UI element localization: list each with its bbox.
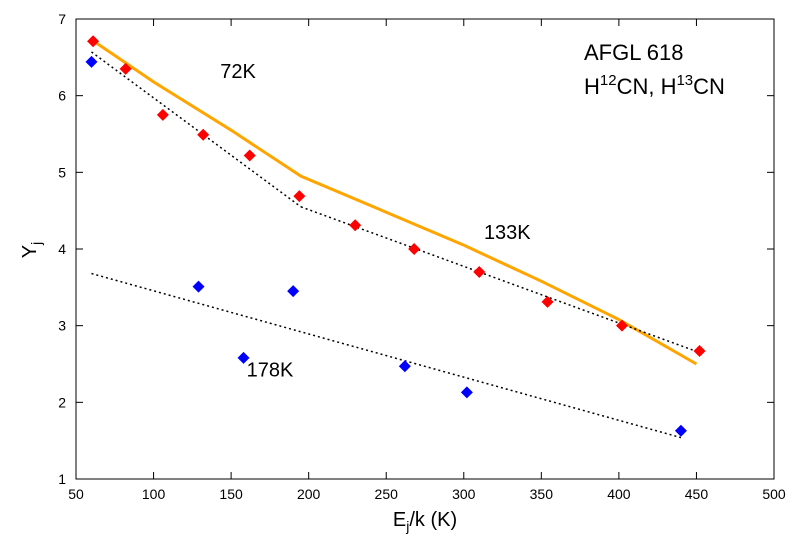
y-tick-label: 6 <box>58 88 66 104</box>
data-point-H13CN <box>85 55 98 68</box>
x-axis-title-main: E <box>393 509 406 531</box>
title-cn: CN <box>693 74 725 99</box>
data-point-H12CN <box>473 266 486 278</box>
x-tick-label: 250 <box>375 486 399 502</box>
data-point-H12CN <box>293 190 306 203</box>
data-point-H12CN <box>156 108 169 121</box>
y-tick-label: 2 <box>58 394 66 410</box>
data-point-H12CN <box>541 295 554 308</box>
x-tick-label: 300 <box>452 486 476 502</box>
data-point-H13CN <box>674 424 687 437</box>
x-tick-label: 50 <box>68 486 84 502</box>
data-point-H12CN <box>87 35 100 48</box>
series-line-fit-72K <box>91 51 302 208</box>
x-axis-title-sub: j <box>405 518 409 534</box>
chart-title-line1: AFGL 618 <box>584 40 683 65</box>
data-point-H13CN <box>237 351 250 364</box>
data-point-H12CN <box>693 344 706 357</box>
data-point-H12CN <box>349 219 362 232</box>
annotations: 72K 133K 178K <box>220 61 531 381</box>
x-axis-title: Ej/k (K) <box>393 509 457 534</box>
series-lines <box>90 38 700 439</box>
annotation-label: 72K <box>220 61 256 83</box>
y-tick-label: 3 <box>58 318 66 334</box>
x-tick-label: 500 <box>762 486 786 502</box>
x-tick-label: 200 <box>297 486 321 502</box>
data-points <box>85 35 706 437</box>
annotation-label: 178K <box>247 359 294 381</box>
y-tick-label: 5 <box>58 164 66 180</box>
chart-title-line2: H12CN, H13CN <box>584 72 725 99</box>
title-sup-12: 12 <box>600 72 617 89</box>
title-h: H <box>584 74 600 99</box>
series-line-fit-178K <box>91 272 682 439</box>
data-point-H12CN <box>119 62 132 75</box>
y-tick-label: 1 <box>58 471 66 487</box>
x-tick-label: 100 <box>142 486 166 502</box>
data-point-H13CN <box>398 360 411 373</box>
y-tick-label: 4 <box>58 241 66 257</box>
data-point-H13CN <box>460 386 473 399</box>
x-tick-label: 450 <box>685 486 709 502</box>
x-tick-label: 400 <box>607 486 631 502</box>
x-axis-title-rest: /k (K) <box>409 509 457 531</box>
y-axis-title: Yj <box>19 242 44 258</box>
data-point-H12CN <box>408 243 421 255</box>
x-tick-label: 350 <box>530 486 554 502</box>
y-tick-label: 7 <box>58 11 66 27</box>
data-point-H12CN <box>197 128 210 141</box>
annotation-label: 133K <box>484 222 531 244</box>
y-axis-title-sub: j <box>28 242 44 246</box>
data-point-H13CN <box>287 285 300 298</box>
x-tick-label: 150 <box>219 486 243 502</box>
series-line-model <box>90 38 698 366</box>
title-sup-13: 13 <box>676 72 693 89</box>
title-cn-h: CN, H <box>617 74 677 99</box>
data-point-H12CN <box>615 319 628 332</box>
series-line-fit-133K <box>300 206 700 354</box>
data-point-H12CN <box>243 149 256 162</box>
data-point-H13CN <box>192 280 205 293</box>
y-axis-title-main: Y <box>19 245 41 258</box>
